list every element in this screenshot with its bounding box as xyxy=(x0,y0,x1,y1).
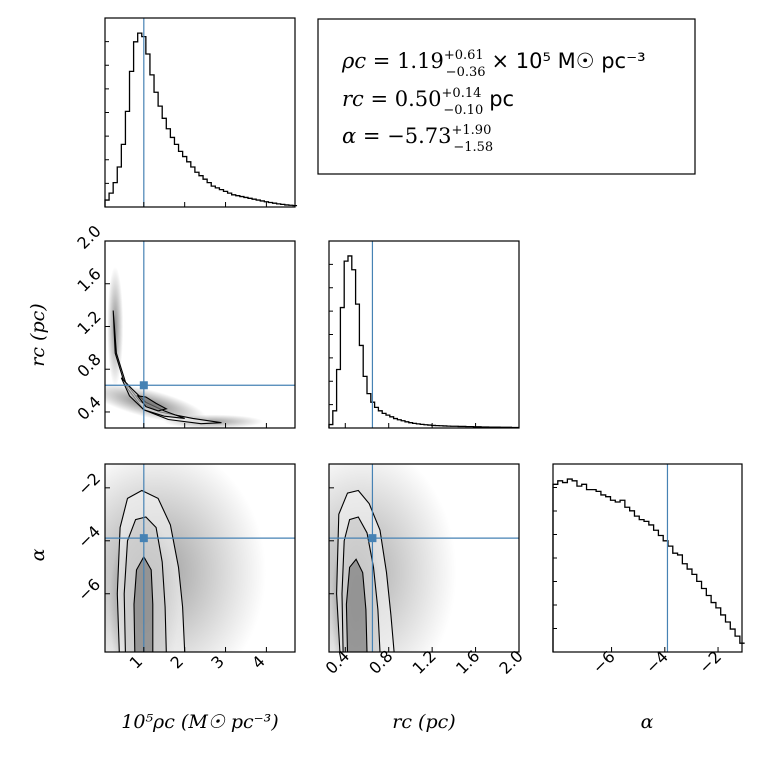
density-clouds xyxy=(105,266,457,652)
xlabel-rho: 10⁵ρc (M☉ pc⁻³) xyxy=(121,711,278,733)
xtick-label-rho: 2 xyxy=(166,652,187,673)
ytick-label-rc: 0.4 xyxy=(73,392,104,423)
contour-alpha-vs-rc-inner xyxy=(345,558,368,652)
ylabel-alpha: α xyxy=(27,548,49,561)
contour-alpha-vs-rc xyxy=(336,489,395,652)
xtick-label-rho: 1 xyxy=(126,652,147,673)
contour-alpha-vs-rho xyxy=(116,489,186,652)
axis-labels: 10⁵ρc (M☉ pc⁻³) rc (pc) α rc (pc) α xyxy=(27,303,654,733)
histogram-alpha xyxy=(552,478,745,652)
ytick-label-rc: 1.2 xyxy=(73,307,104,338)
contour-rc-vs-rho-inner xyxy=(136,395,168,412)
cloud-rc-rho-arm xyxy=(107,266,124,387)
ytick-label-rc: 2.0 xyxy=(73,221,104,252)
ytick-label-rc: 1.6 xyxy=(73,264,104,295)
xlabel-alpha: α xyxy=(641,711,654,733)
ylabel-rc: rc (pc) xyxy=(27,303,49,366)
ytick-label-rc: 0.8 xyxy=(73,350,104,381)
truth-marker-rc-rho xyxy=(139,381,148,390)
xtick-label-rc: 1.6 xyxy=(452,646,483,677)
result-rho: ρc = 1.19+0.61 −0.36 × 10⁵ M☉ pc⁻³ xyxy=(341,48,646,80)
xtick-label-rho: 4 xyxy=(248,652,269,673)
contour-rc-vs-rho-mid xyxy=(120,377,185,419)
truth-marker-alpha-rc xyxy=(368,534,377,543)
results-legend-box: ρc = 1.19+0.61 −0.36 × 10⁵ M☉ pc⁻³ rc = 0.… xyxy=(317,18,696,175)
result-alpha: α = −5.73+1.90 −1.58 xyxy=(342,123,493,155)
histogram-rho xyxy=(104,32,298,207)
xtick-label-rho: 3 xyxy=(207,652,228,673)
xlabel-rc: rc (pc) xyxy=(392,711,455,733)
xtick-label-rc: 2.0 xyxy=(495,646,526,677)
histogram-rc xyxy=(328,255,519,429)
frame-alpha-rho xyxy=(104,463,296,653)
result-rc: rc = 0.50+0.14 −0.10 pc xyxy=(342,86,514,118)
histograms xyxy=(104,32,745,652)
cloud-rc-rho-arm-blob xyxy=(107,266,124,387)
ytick-label-alpha: −2 xyxy=(74,469,104,499)
ytick-label-alpha: −6 xyxy=(74,575,104,605)
ytick-label-alpha: −4 xyxy=(74,522,104,552)
frame-rc-rho xyxy=(104,240,296,429)
contour-rc-vs-rho xyxy=(112,310,222,425)
results-box-frame xyxy=(317,18,696,175)
frame-rc-rc xyxy=(328,240,520,429)
frame-alpha-alpha xyxy=(552,463,743,653)
frame-alpha-rc xyxy=(328,463,520,653)
truth-lines xyxy=(105,18,669,652)
contours xyxy=(112,310,395,652)
truth-marker-alpha-rho xyxy=(139,534,148,543)
